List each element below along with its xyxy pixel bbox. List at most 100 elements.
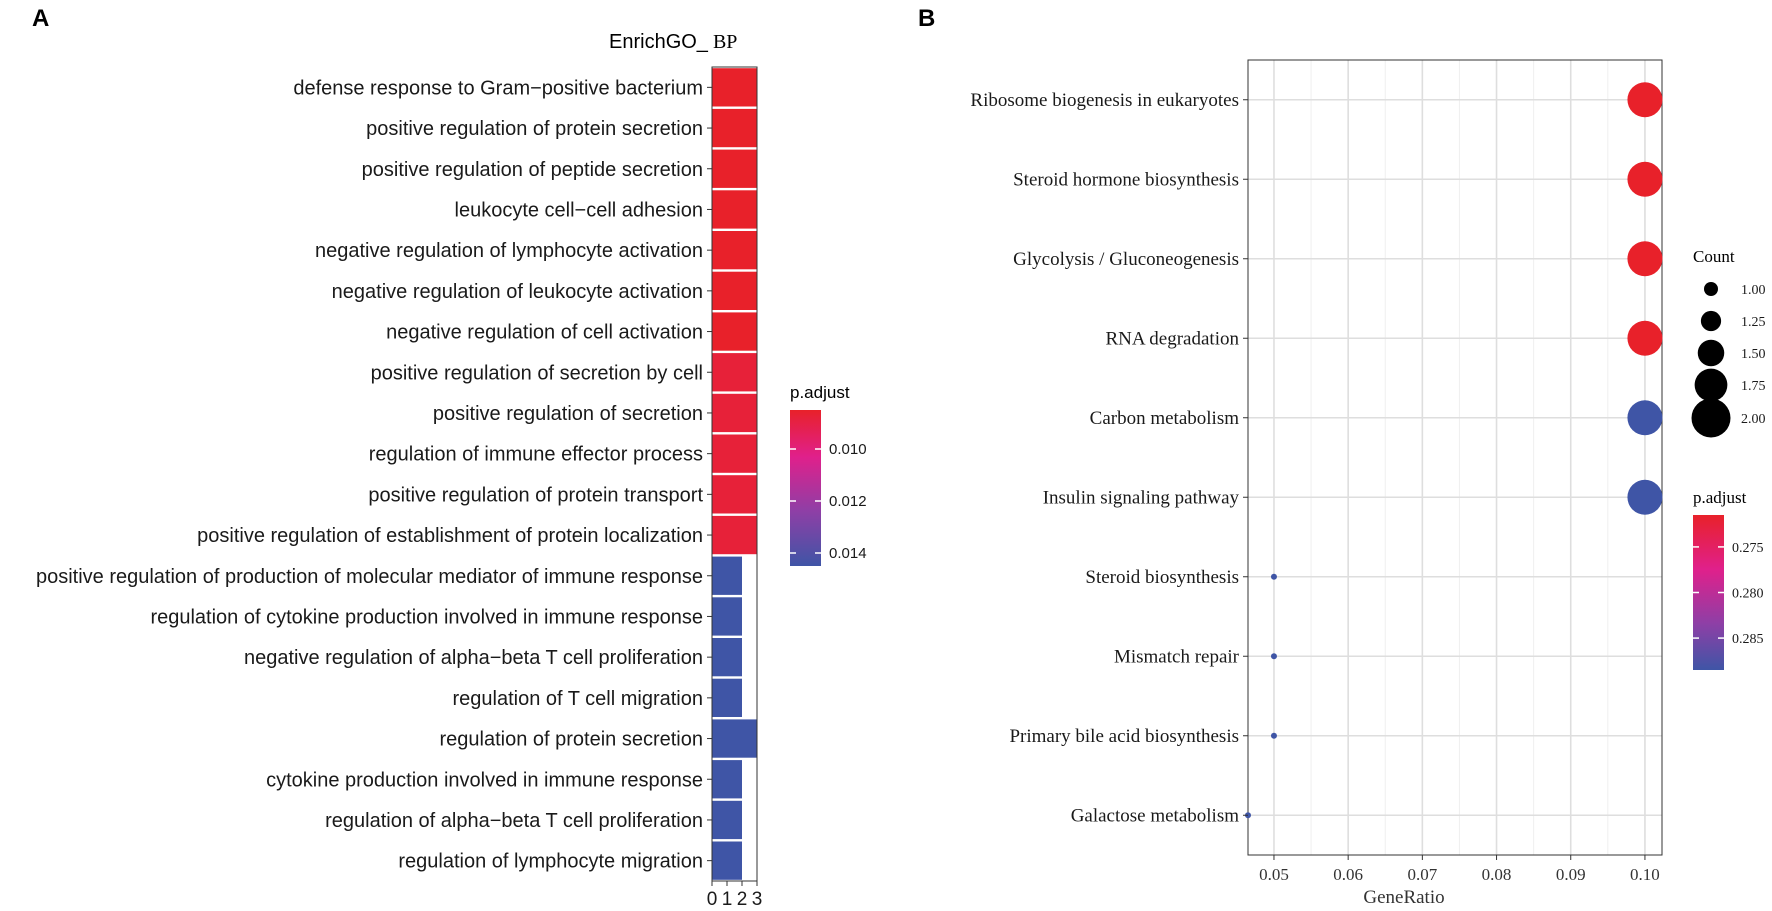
size-legend-label: 1.75 bbox=[1741, 379, 1766, 394]
size-legend-label: 2.00 bbox=[1741, 412, 1766, 427]
bar bbox=[712, 597, 742, 636]
x-tick-label: 0.09 bbox=[1556, 865, 1586, 884]
bar bbox=[712, 149, 757, 188]
bar bbox=[712, 515, 757, 555]
bar bbox=[712, 760, 742, 799]
panel-b-frame bbox=[1247, 59, 1663, 856]
panel-a-legend-colorbar bbox=[790, 410, 821, 566]
size-legend-label: 1.50 bbox=[1741, 347, 1766, 362]
bar bbox=[712, 393, 757, 433]
y-tick-label: Galactose metabolism bbox=[1071, 805, 1240, 826]
y-tick-label: positive regulation of establishment of … bbox=[197, 525, 703, 547]
data-point bbox=[1627, 161, 1663, 197]
y-tick-label: Insulin signaling pathway bbox=[1043, 487, 1240, 508]
panel-b-color-legend: p.adjust 0.275 0.280 0.285 bbox=[1693, 488, 1764, 670]
bar bbox=[712, 271, 757, 310]
bar bbox=[712, 190, 757, 229]
y-tick-label: negative regulation of cell activation bbox=[386, 322, 703, 344]
y-tick-label: regulation of T cell migration bbox=[452, 688, 703, 710]
legend-tick-label: 0.014 bbox=[829, 545, 867, 562]
data-point bbox=[1270, 732, 1277, 739]
panel-a-bars bbox=[712, 68, 757, 880]
y-tick-label: positive regulation of production of mol… bbox=[36, 566, 703, 588]
x-tick-label: 0.08 bbox=[1482, 865, 1512, 884]
panel-b-size-legend: Count 1.00 1.25 1.50 1.75 2.00 bbox=[1691, 247, 1766, 438]
legend-tick-label: 0.285 bbox=[1732, 632, 1764, 647]
panel-a-frame bbox=[711, 66, 758, 882]
y-tick-label: Steroid hormone biosynthesis bbox=[1013, 169, 1239, 190]
y-tick-label: regulation of cytokine production involv… bbox=[150, 606, 703, 628]
size-legend-dot bbox=[1704, 282, 1718, 296]
panel-b: B Ribosome biogenesis in eukaryotes Stero… bbox=[918, 5, 1766, 908]
x-tick-label: 3 bbox=[752, 889, 763, 910]
panel-a-legend-ticks: 0.010 0.012 0.014 bbox=[790, 441, 867, 562]
data-point bbox=[1270, 653, 1277, 660]
x-tick-label: 1 bbox=[722, 889, 733, 910]
panel-b-size-legend-title: Count bbox=[1693, 247, 1735, 266]
panel-b-x-axis-title: GeneRatio bbox=[1363, 887, 1444, 908]
panel-a-legend: p.adjust 0.010 0.012 0.014 bbox=[790, 383, 867, 566]
size-legend-dot bbox=[1694, 368, 1728, 402]
y-tick-label: Mismatch repair bbox=[1114, 646, 1240, 667]
panel-b-grid bbox=[1248, 60, 1662, 855]
y-tick-label: Ribosome biogenesis in eukaryotes bbox=[970, 90, 1239, 111]
y-tick-label: negative regulation of leukocyte activat… bbox=[332, 281, 703, 303]
bar bbox=[712, 312, 757, 351]
y-tick-label: regulation of protein secretion bbox=[440, 729, 704, 751]
panel-b-color-legend-ticks: 0.275 0.280 0.285 bbox=[1693, 541, 1764, 647]
bar bbox=[712, 353, 757, 392]
y-tick-label: negative regulation of lymphocyte activa… bbox=[315, 240, 703, 262]
data-point bbox=[1627, 320, 1663, 356]
x-tick-label: 0.05 bbox=[1259, 865, 1289, 884]
x-tick-label: 0.07 bbox=[1407, 865, 1437, 884]
panel-b-color-legend-title: p.adjust bbox=[1693, 488, 1747, 507]
bar bbox=[712, 434, 757, 473]
bar bbox=[712, 638, 742, 677]
bar bbox=[712, 719, 757, 758]
panel-a: A EnrichGO_ BP defense response to Gram−p… bbox=[32, 5, 867, 910]
data-point bbox=[1627, 400, 1663, 436]
x-tick-label: 2 bbox=[737, 889, 748, 910]
y-tick-label: regulation of alpha−beta T cell prolifer… bbox=[325, 810, 703, 832]
bar bbox=[712, 841, 742, 880]
panel-a-label: A bbox=[32, 5, 49, 32]
panel-a-y-labels: defense response to Gram−positive bacter… bbox=[36, 77, 712, 873]
y-tick-label: positive regulation of secretion bbox=[433, 403, 703, 425]
panel-a-title-prefix: EnrichGO_ bbox=[609, 31, 709, 53]
x-tick-label: 0 bbox=[707, 889, 718, 910]
y-tick-label: positive regulation of peptide secretion bbox=[362, 159, 703, 181]
legend-tick-label: 0.280 bbox=[1732, 587, 1764, 602]
legend-tick-label: 0.010 bbox=[829, 441, 867, 458]
y-tick-label: positive regulation of protein secretion bbox=[366, 118, 703, 140]
y-tick-label: regulation of immune effector process bbox=[369, 444, 703, 466]
data-point bbox=[1270, 573, 1277, 580]
bar bbox=[712, 68, 757, 107]
y-tick-label: cytokine production involved in immune r… bbox=[266, 769, 703, 791]
x-tick-label: 0.10 bbox=[1630, 865, 1660, 884]
bar bbox=[712, 678, 742, 717]
x-tick-label: 0.06 bbox=[1333, 865, 1363, 884]
panel-a-legend-title: p.adjust bbox=[790, 383, 850, 402]
bar bbox=[712, 556, 742, 595]
y-tick-label: positive regulation of secretion by cell bbox=[371, 362, 703, 384]
y-tick-label: Primary bile acid biosynthesis bbox=[1009, 726, 1239, 747]
panel-b-x-ticks: 0.05 0.06 0.07 0.08 0.09 0.10 bbox=[1259, 855, 1660, 884]
panel-a-title: EnrichGO_ BP bbox=[609, 31, 737, 53]
y-tick-label: leukocyte cell−cell adhesion bbox=[455, 199, 704, 221]
panel-a-title-suffix: BP bbox=[713, 31, 737, 53]
legend-tick-label: 0.275 bbox=[1732, 541, 1764, 556]
y-tick-label: RNA degradation bbox=[1105, 328, 1239, 349]
y-tick-label: positive regulation of protein transport bbox=[368, 484, 703, 506]
y-tick-label: Steroid biosynthesis bbox=[1085, 567, 1239, 588]
bar bbox=[712, 231, 757, 270]
y-tick-label: defense response to Gram−positive bacter… bbox=[293, 77, 703, 99]
size-legend-label: 1.00 bbox=[1741, 283, 1766, 298]
y-tick-label: Glycolysis / Gluconeogenesis bbox=[1013, 249, 1239, 270]
panel-b-points bbox=[1245, 82, 1663, 819]
size-legend-dot bbox=[1700, 310, 1722, 332]
size-legend-label: 1.25 bbox=[1741, 315, 1766, 330]
y-tick-label: negative regulation of alpha−beta T cell… bbox=[244, 647, 703, 669]
